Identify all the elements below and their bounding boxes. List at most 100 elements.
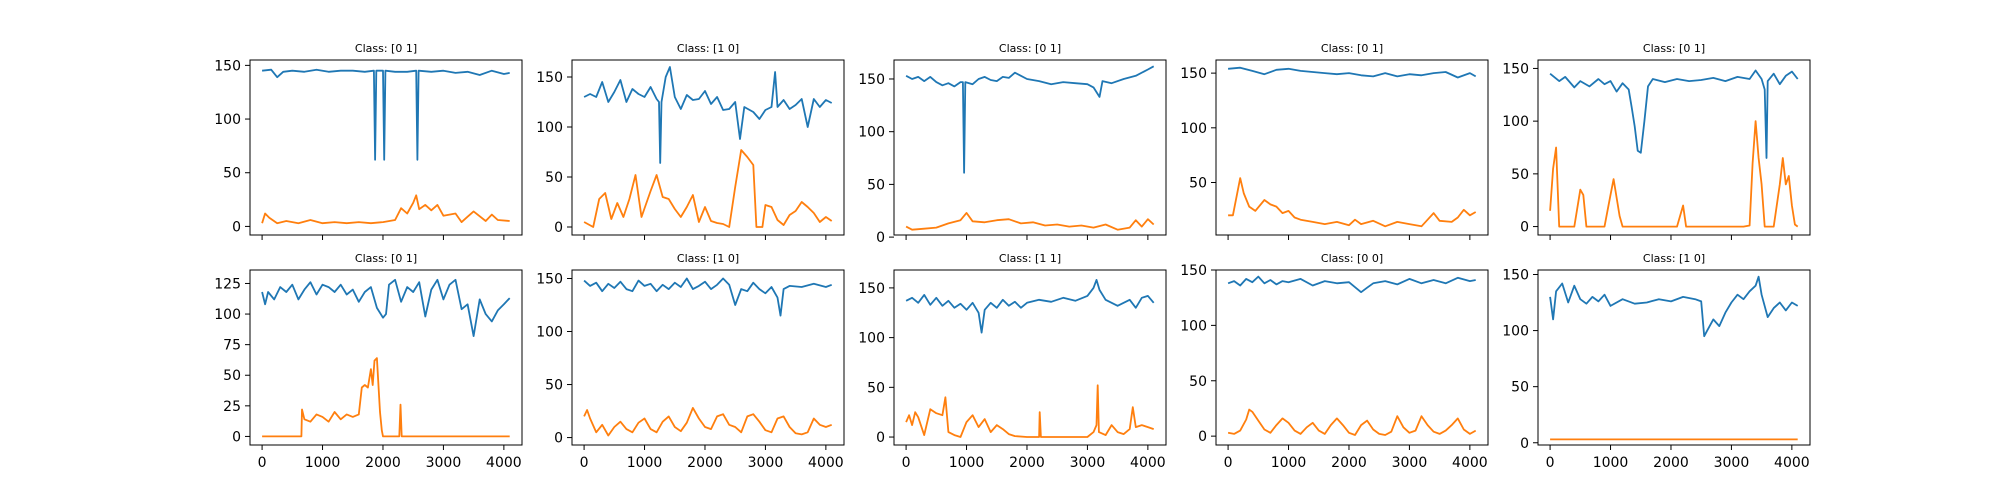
x-tick-label: 2000 [687, 455, 723, 471]
y-tick-label: 150 [536, 271, 563, 287]
subplot-title: Class: [0 0] [1321, 252, 1383, 265]
x-tick-label: 4000 [486, 455, 522, 471]
y-tick-label: 0 [1520, 220, 1529, 236]
x-tick-label: 4000 [808, 455, 844, 471]
y-tick-label: 50 [223, 368, 241, 384]
axes-frame [571, 269, 845, 446]
y-tick-label: 150 [1502, 267, 1529, 283]
subplot-title: Class: [0 1] [1321, 42, 1383, 55]
y-tick-label: 100 [858, 125, 885, 141]
y-tick-label: 100 [1502, 324, 1529, 340]
y-tick-label: 150 [536, 70, 563, 86]
subplot-2: Class: [1 0] 0 50 100 150 [536, 42, 845, 240]
y-tick-label: 100 [214, 112, 241, 128]
x-tick-label: 1000 [1271, 455, 1307, 471]
series-line-2 [583, 149, 833, 228]
subplot-8: Class: [1 1] 0 50 100 150 0 1000 2000 3000 4000 [858, 252, 1167, 471]
subplot-title: Class: [1 0] [677, 252, 739, 265]
y-tick-label: 50 [867, 177, 885, 193]
y-tick-label: 0 [554, 220, 563, 236]
series-line-2 [583, 406, 833, 437]
y-tick-label: 100 [858, 331, 885, 347]
series-line-2 [1549, 120, 1799, 228]
subplot-title: Class: [1 0] [677, 42, 739, 55]
x-tick-label: 4000 [1452, 455, 1488, 471]
x-tick-label: 2000 [1009, 455, 1045, 471]
axes-frame [249, 269, 523, 446]
x-tick-label: 3000 [1070, 455, 1106, 471]
series-line-1 [262, 68, 510, 161]
y-tick-label: 50 [1189, 374, 1207, 390]
y-tick-label: 150 [1180, 66, 1207, 82]
y-tick-label: 100 [536, 120, 563, 136]
x-tick-label: 2000 [365, 455, 401, 471]
x-tick-label: 0 [1224, 455, 1233, 471]
x-tick-label: 4000 [1130, 455, 1166, 471]
series-line-1 [583, 277, 833, 317]
x-tick-label: 3000 [1392, 455, 1428, 471]
x-tick-label: 0 [1546, 455, 1555, 471]
y-tick-label: 0 [876, 430, 885, 446]
series-line-1 [905, 65, 1155, 174]
axes-frame [249, 59, 523, 236]
y-tick-label: 0 [1198, 429, 1207, 445]
series-line-2 [905, 384, 1154, 438]
x-tick-label: 3000 [1714, 455, 1750, 471]
series-line-1 [261, 278, 511, 338]
subplot-title: Class: [0 1] [1643, 42, 1705, 55]
x-tick-label: 4000 [1774, 455, 1810, 471]
axes-frame [893, 59, 1167, 236]
x-tick-label: 3000 [426, 455, 462, 471]
y-tick-label: 50 [545, 170, 563, 186]
series-line-2 [261, 194, 510, 225]
subplot-title: Class: [1 1] [999, 252, 1061, 265]
axes-frame [893, 269, 1167, 446]
y-tick-label: 0 [232, 429, 241, 445]
y-tick-label: 75 [223, 338, 241, 354]
y-tick-label: 50 [1511, 167, 1529, 183]
y-tick-label: 0 [232, 219, 241, 235]
x-tick-label: 0 [258, 455, 267, 471]
subplot-6: Class: [0 1] 0 25 50 75 100 125 0 1000 2000 3000 40… [214, 252, 523, 471]
subplot-10: Class: [1 0] 0 50 100 150 0 1000 2000 3000 4000 [1502, 252, 1811, 471]
y-tick-label: 50 [1189, 176, 1207, 192]
y-tick-label: 0 [1520, 436, 1529, 452]
series-line-2 [905, 211, 1155, 231]
subplot-3: Class: [0 1] 0 50 100 150 [858, 42, 1167, 246]
series-line-2 [1228, 177, 1477, 228]
axes-frame [571, 59, 845, 236]
y-tick-label: 150 [1180, 263, 1207, 279]
series-line-1 [1549, 69, 1799, 159]
x-tick-label: 3000 [748, 455, 784, 471]
series-line-1 [583, 66, 833, 164]
y-tick-label: 100 [1180, 121, 1207, 137]
x-tick-label: 1000 [627, 455, 663, 471]
x-tick-label: 1000 [1593, 455, 1629, 471]
axes-frame [1537, 59, 1811, 236]
series-line-1 [905, 278, 1155, 334]
x-tick-label: 1000 [949, 455, 985, 471]
x-tick-label: 2000 [1331, 455, 1367, 471]
subplot-title: Class: [1 0] [1643, 252, 1705, 265]
x-tick-label: 1000 [305, 455, 341, 471]
y-tick-label: 100 [536, 325, 563, 341]
y-tick-label: 100 [1502, 114, 1529, 130]
y-tick-label: 150 [1502, 61, 1529, 77]
series-line-1 [1228, 66, 1477, 79]
series-line-2 [262, 357, 510, 438]
subplot-title: Class: [0 1] [355, 42, 417, 55]
y-tick-label: 100 [214, 307, 241, 323]
x-tick-label: 2000 [1653, 455, 1689, 471]
y-tick-label: 125 [214, 276, 241, 292]
y-tick-label: 50 [223, 166, 241, 182]
series-line-1 [1227, 275, 1476, 294]
y-tick-label: 100 [1180, 318, 1207, 334]
y-tick-label: 50 [545, 378, 563, 394]
subplot-title: Class: [0 1] [355, 252, 417, 265]
x-tick-label: 0 [902, 455, 911, 471]
y-tick-label: 25 [223, 399, 241, 415]
subplot-9: Class: [0 0] 0 50 100 150 0 1000 2000 3000 4000 [1180, 252, 1489, 471]
y-tick-label: 0 [876, 230, 885, 246]
y-tick-label: 150 [214, 58, 241, 74]
